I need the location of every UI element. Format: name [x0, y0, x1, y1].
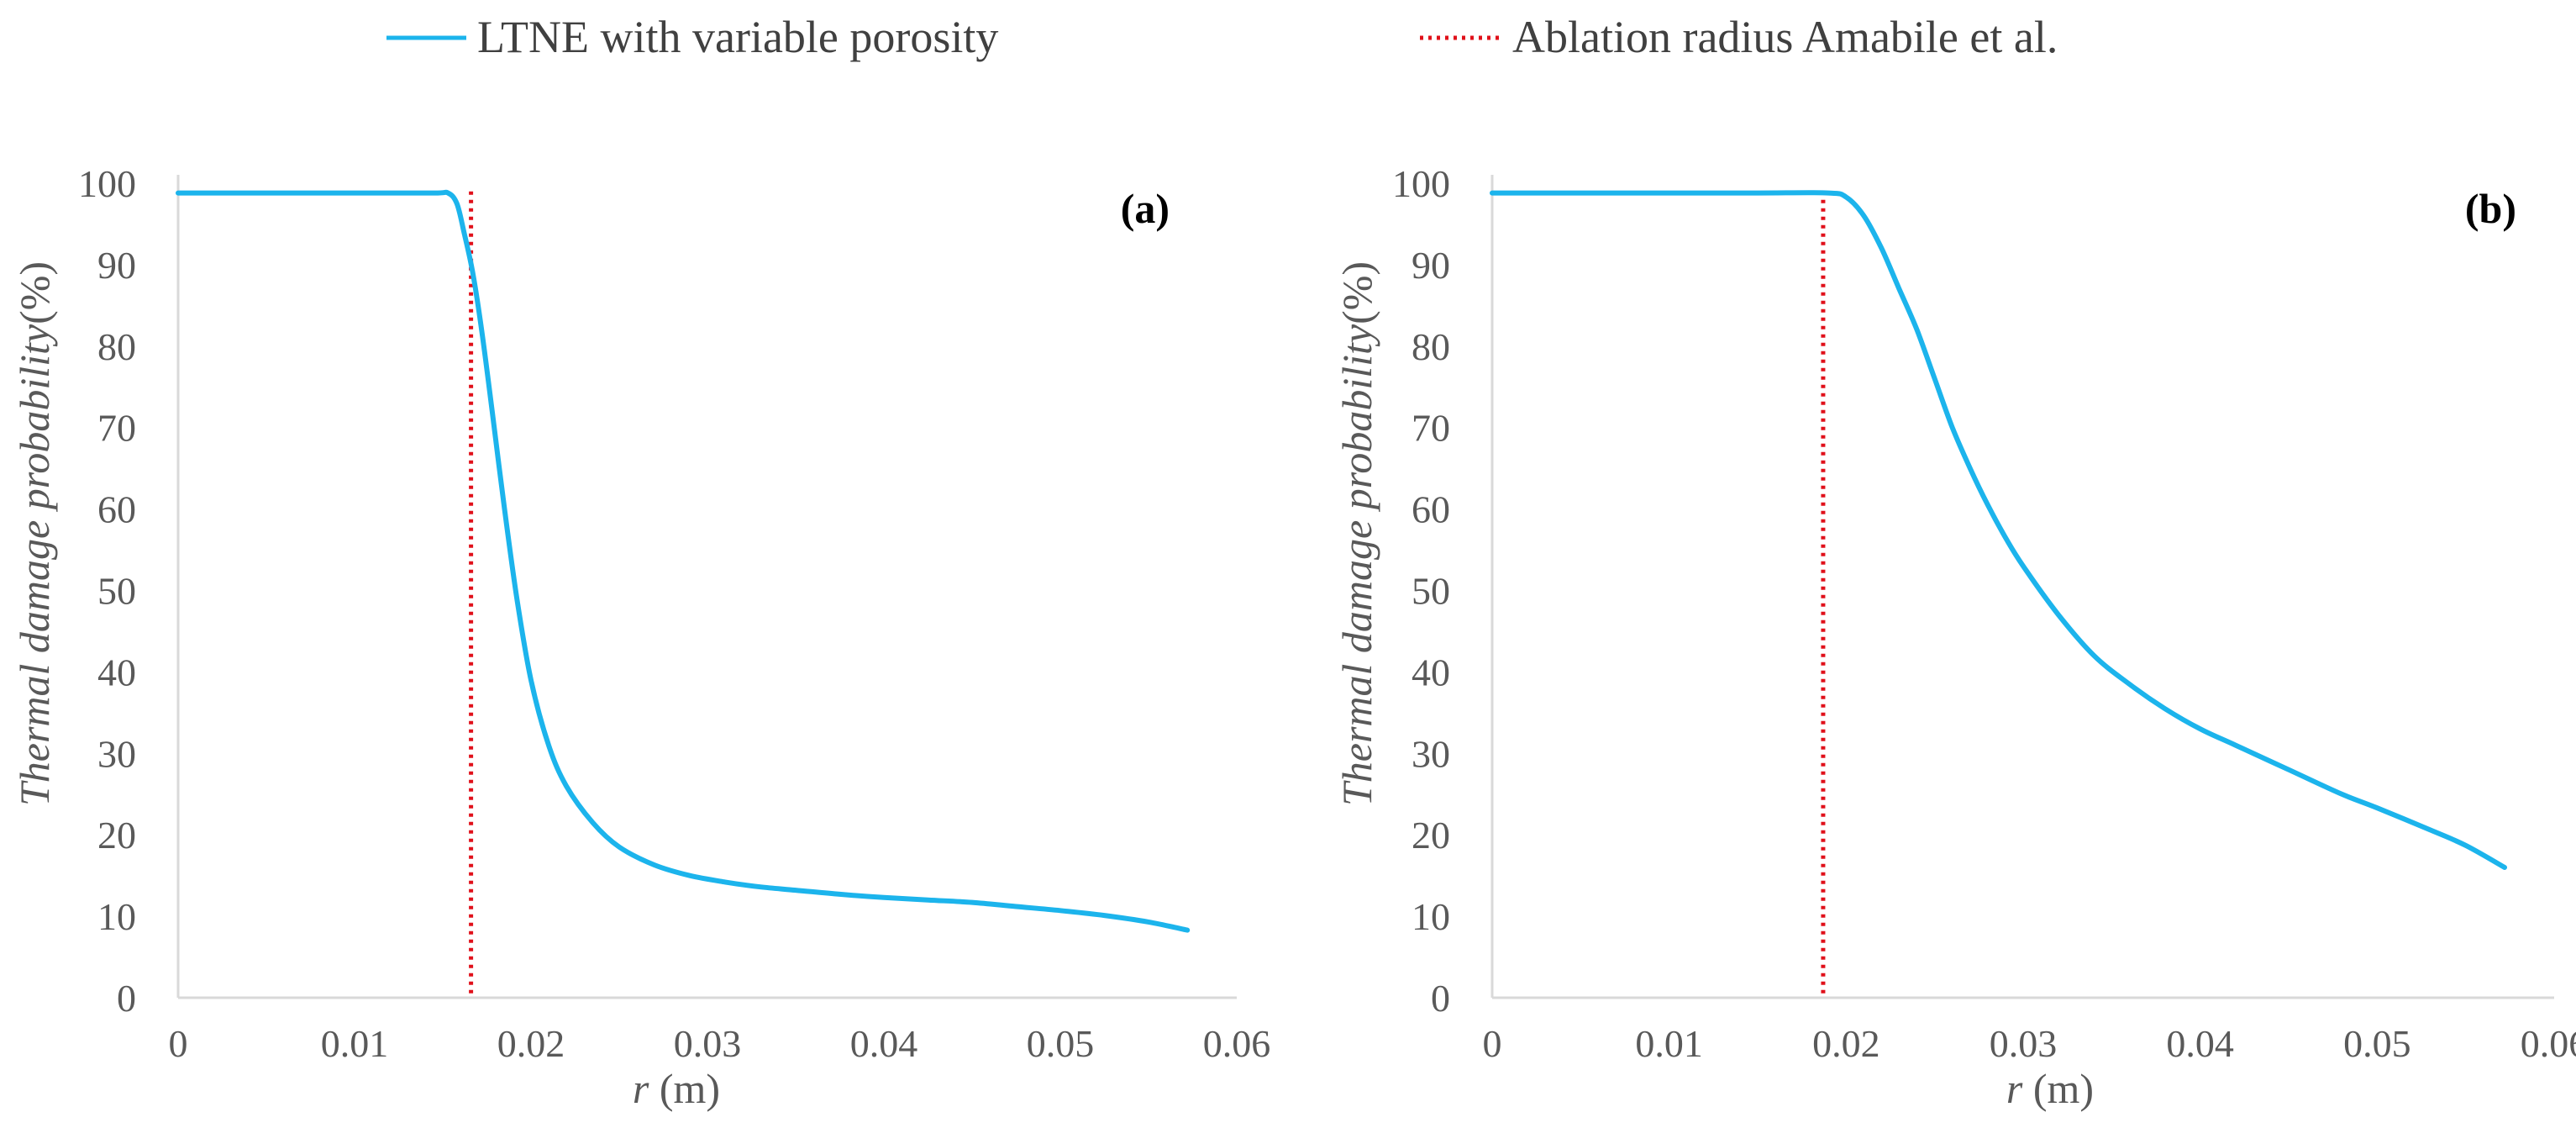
y-tick-label: 20	[97, 814, 136, 857]
y-tick-label: 10	[1412, 895, 1450, 938]
y-tick-label: 70	[1412, 407, 1450, 450]
x-axis-label-var: r	[2006, 1065, 2023, 1112]
y-tick-label: 90	[1412, 244, 1450, 287]
panel-a: 0 10 20 30 40 50 60 70 80 90 100 0 0.01 0.02 0.03 0.04…	[11, 162, 1270, 1112]
legend: LTNE with variable porosity Ablation rad…	[386, 12, 2058, 62]
y-axis-label-unit: (%)	[1333, 261, 1380, 324]
y-tick-label: 70	[97, 407, 136, 450]
ltne-series-line	[176, 189, 1191, 933]
x-tick-label: 0.01	[1635, 1022, 1703, 1065]
x-axis-label: r (m)	[2006, 1065, 2094, 1112]
x-tick-label: 0.04	[850, 1022, 918, 1065]
y-tick-label: 40	[1412, 651, 1450, 693]
y-axis-ticks: 0 10 20 30 40 50 60 70 80 90 100	[1392, 162, 1450, 1020]
y-tick-label: 10	[97, 895, 136, 938]
x-tick-label: 0	[169, 1022, 188, 1065]
y-axis-label: Thermal damage probability(%)	[1333, 261, 1380, 806]
ltne-series-line	[1490, 190, 2507, 870]
y-axis-label-unit: (%)	[11, 261, 58, 324]
legend-label-ltne: LTNE with variable porosity	[477, 12, 998, 62]
y-tick-label: 40	[97, 651, 136, 693]
x-axis-label-unit: (m)	[649, 1065, 720, 1112]
x-tick-label: 0.05	[2343, 1022, 2411, 1065]
y-axis-ticks: 0 10 20 30 40 50 60 70 80 90 100	[78, 162, 136, 1020]
y-tick-label: 100	[1392, 162, 1450, 205]
x-tick-label: 0.05	[1027, 1022, 1095, 1065]
panel-b: 0 10 20 30 40 50 60 70 80 90 100 0 0.01 0.02 0.03 0.04…	[1333, 162, 2576, 1112]
y-tick-label: 100	[78, 162, 136, 205]
y-tick-label: 80	[97, 325, 136, 368]
y-tick-label: 0	[117, 977, 136, 1020]
x-tick-label: 0	[1483, 1022, 1502, 1065]
y-tick-label: 90	[97, 244, 136, 287]
y-tick-label: 30	[1412, 732, 1450, 775]
y-tick-label: 20	[1412, 814, 1450, 857]
x-axis-ticks: 0 0.01 0.02 0.03 0.04 0.05 0.06	[169, 1022, 1271, 1065]
y-tick-label: 50	[97, 570, 136, 613]
x-tick-label: 0.01	[321, 1022, 389, 1065]
panel-label: (b)	[2465, 185, 2516, 232]
x-tick-label: 0.02	[497, 1022, 565, 1065]
x-tick-label: 0.06	[2521, 1022, 2576, 1065]
y-tick-label: 30	[97, 732, 136, 775]
x-tick-label: 0.04	[2166, 1022, 2234, 1065]
y-tick-label: 60	[1412, 488, 1450, 531]
x-tick-label: 0.03	[1990, 1022, 2058, 1065]
y-axis-label: Thermal damage probability(%)	[11, 261, 58, 806]
y-axis-label-text: Thermal damage probability	[11, 324, 58, 806]
y-tick-label: 60	[97, 488, 136, 531]
panel-label: (a)	[1121, 185, 1170, 232]
y-tick-label: 0	[1431, 977, 1450, 1020]
y-tick-label: 80	[1412, 325, 1450, 368]
x-tick-label: 0.06	[1203, 1022, 1271, 1065]
x-axis-ticks: 0 0.01 0.02 0.03 0.04 0.05 0.06	[1483, 1022, 2576, 1065]
x-axis-label-var: r	[633, 1065, 649, 1112]
y-tick-label: 50	[1412, 570, 1450, 613]
x-axis-label-unit: (m)	[2022, 1065, 2094, 1112]
legend-label-ablation: Ablation radius Amabile et al.	[1512, 12, 2058, 62]
y-axis-label-text: Thermal damage probability	[1333, 324, 1380, 806]
x-tick-label: 0.02	[1812, 1022, 1880, 1065]
x-tick-label: 0.03	[674, 1022, 742, 1065]
x-axis-label: r (m)	[633, 1065, 720, 1112]
